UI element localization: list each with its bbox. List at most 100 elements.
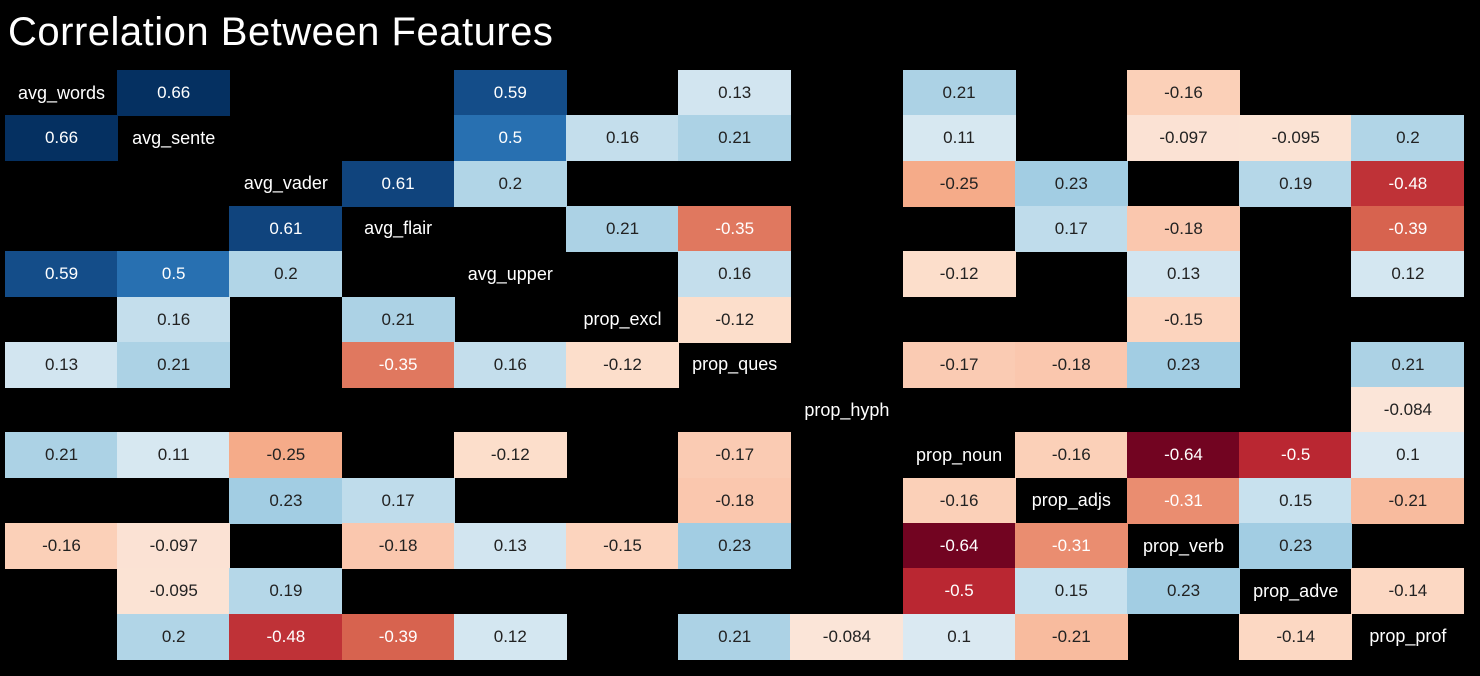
heatmap-cell: -0.18 bbox=[1014, 341, 1128, 388]
heatmap-cell: 0.21 bbox=[341, 296, 455, 343]
heatmap-cell: 0.21 bbox=[5, 432, 118, 479]
heatmap-cell: 0.16 bbox=[566, 115, 679, 162]
heatmap-cell: 0.17 bbox=[1014, 205, 1128, 252]
heatmap-cell: 0.5 bbox=[453, 115, 567, 162]
heatmap-cell: 0.17 bbox=[341, 477, 455, 524]
heatmap-cell: 0.2 bbox=[1351, 115, 1465, 162]
feature-label: prop_adve bbox=[1253, 580, 1339, 601]
feature-label: prop_hyph bbox=[804, 399, 890, 420]
heatmap-cell: -0.5 bbox=[1239, 432, 1353, 479]
feature-label: prop_noun bbox=[916, 444, 1003, 465]
heatmap-cell: -0.16 bbox=[1127, 70, 1240, 116]
heatmap-cell: 0.23 bbox=[1127, 568, 1240, 615]
heatmap-cell: -0.5 bbox=[902, 568, 1016, 615]
feature-label: avg_sente bbox=[132, 127, 216, 148]
heatmap-cell: 0.16 bbox=[678, 251, 792, 298]
heatmap-cell: 0.1 bbox=[1351, 432, 1465, 479]
heatmap-cell: 0.12 bbox=[453, 613, 567, 660]
heatmap-cell: -0.084 bbox=[1351, 387, 1465, 434]
heatmap-cell: -0.17 bbox=[678, 432, 792, 479]
heatmap-cell: -0.31 bbox=[1014, 523, 1128, 569]
heatmap-cell: -0.25 bbox=[902, 160, 1016, 207]
heatmap-cell: 0.21 bbox=[678, 613, 792, 660]
heatmap-cell: -0.17 bbox=[902, 341, 1016, 388]
heatmap-cell: 0.23 bbox=[229, 477, 343, 524]
heatmap-cell: -0.095 bbox=[1239, 115, 1353, 162]
heatmap-cell: -0.64 bbox=[1127, 432, 1240, 479]
heatmap-cell: -0.48 bbox=[1351, 160, 1465, 207]
heatmap-cell: -0.12 bbox=[453, 432, 567, 479]
heatmap-cell: -0.64 bbox=[902, 523, 1016, 569]
heatmap-cell: 0.13 bbox=[5, 341, 118, 388]
heatmap-cell: 0.61 bbox=[229, 205, 343, 252]
heatmap-cell: 0.2 bbox=[453, 160, 567, 207]
feature-label: avg_flair bbox=[364, 218, 433, 239]
heatmap-cell: 0.21 bbox=[117, 341, 231, 388]
heatmap-cell: -0.097 bbox=[1127, 115, 1240, 162]
heatmap-cell: 0.16 bbox=[117, 296, 231, 343]
heatmap-cell: 0.2 bbox=[229, 251, 343, 298]
feature-label: prop_adjs bbox=[1031, 490, 1111, 511]
heatmap-cell: 0.59 bbox=[5, 251, 118, 298]
heatmap-cell: -0.25 bbox=[229, 432, 343, 479]
heatmap-cell: -0.48 bbox=[229, 613, 343, 660]
heatmap-cell: -0.097 bbox=[117, 523, 231, 569]
heatmap-cell: 0.23 bbox=[1014, 160, 1128, 207]
heatmap-cell: -0.095 bbox=[117, 568, 231, 615]
heatmap-cell: 0.11 bbox=[117, 432, 231, 479]
heatmap-cell: -0.16 bbox=[902, 477, 1016, 524]
heatmap-cell: 0.23 bbox=[1239, 523, 1353, 569]
heatmap-cell: -0.35 bbox=[341, 341, 455, 388]
heatmap-cell: -0.15 bbox=[566, 523, 679, 569]
feature-label: prop_verb bbox=[1142, 535, 1225, 556]
heatmap-cell: -0.12 bbox=[566, 341, 679, 388]
heatmap-cell: 0.66 bbox=[5, 115, 118, 162]
heatmap-cell: -0.39 bbox=[341, 613, 455, 660]
heatmap-cell: 0.1 bbox=[902, 613, 1016, 660]
heatmap-cell: -0.39 bbox=[1351, 205, 1465, 252]
heatmap-cell: -0.084 bbox=[790, 613, 904, 660]
feature-label: avg_words bbox=[17, 82, 106, 103]
heatmap-cell: 0.15 bbox=[1239, 477, 1353, 524]
heatmap-cell: -0.12 bbox=[678, 296, 792, 343]
feature-label: avg_vader bbox=[243, 173, 328, 194]
heatmap-cell: 0.66 bbox=[117, 70, 231, 116]
heatmap-cell: -0.21 bbox=[1351, 477, 1465, 524]
heatmap-cell: 0.16 bbox=[453, 341, 567, 388]
heatmap-cell: -0.14 bbox=[1351, 568, 1465, 615]
heatmap-cell: 0.21 bbox=[566, 205, 679, 252]
heatmap-cell: -0.21 bbox=[1014, 613, 1128, 660]
heatmap-cell: -0.16 bbox=[1014, 432, 1128, 479]
heatmap-cell: 0.19 bbox=[229, 568, 343, 615]
heatmap-cell: 0.11 bbox=[902, 115, 1016, 162]
heatmap-cell: -0.18 bbox=[341, 523, 455, 569]
feature-label: prop_prof bbox=[1369, 626, 1447, 647]
feature-label: avg_upper bbox=[467, 263, 553, 284]
heatmap-cell: -0.35 bbox=[678, 205, 792, 252]
heatmap-cell: 0.23 bbox=[678, 523, 792, 569]
heatmap-cell: 0.21 bbox=[902, 70, 1016, 116]
heatmap-cell: -0.16 bbox=[5, 523, 118, 569]
heatmap-cell: 0.13 bbox=[678, 70, 792, 116]
heatmap-cell: 0.59 bbox=[453, 70, 567, 116]
feature-label: prop_ques bbox=[692, 354, 778, 375]
heatmap-cell: 0.13 bbox=[1127, 251, 1240, 298]
heatmap-cell: 0.5 bbox=[117, 251, 231, 298]
heatmap-cell: -0.12 bbox=[902, 251, 1016, 298]
heatmap-cell: -0.14 bbox=[1239, 613, 1353, 660]
heatmap-cell: 0.21 bbox=[1351, 341, 1465, 388]
feature-label: prop_excl bbox=[583, 309, 662, 329]
heatmap-cell: 0.19 bbox=[1239, 160, 1353, 207]
heatmap-cell: 0.12 bbox=[1351, 251, 1465, 298]
heatmap-cell: -0.18 bbox=[678, 477, 792, 524]
heatmap-cell: -0.18 bbox=[1127, 205, 1240, 252]
heatmap-cell: 0.13 bbox=[453, 523, 567, 569]
heatmap-cell: 0.2 bbox=[117, 613, 231, 660]
chart-title: Correlation Between Features bbox=[8, 10, 554, 54]
heatmap-cell: 0.21 bbox=[678, 115, 792, 162]
heatmap-cell: 0.61 bbox=[341, 160, 455, 207]
heatmap-cell: -0.15 bbox=[1127, 296, 1240, 343]
heatmap-cell: 0.15 bbox=[1014, 568, 1128, 615]
heatmap-cell: 0.23 bbox=[1127, 341, 1240, 388]
heatmap-cell: -0.31 bbox=[1127, 477, 1240, 524]
